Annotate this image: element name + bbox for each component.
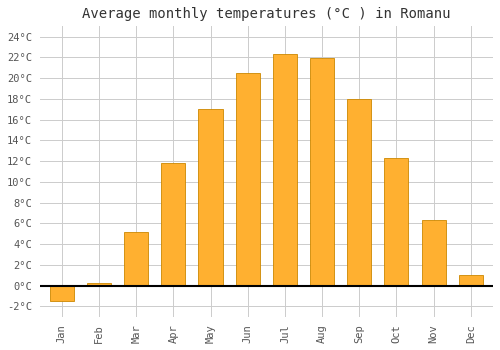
Bar — [87, 284, 111, 286]
Bar — [384, 158, 408, 286]
Bar — [162, 163, 186, 286]
Bar — [422, 220, 446, 286]
Bar — [198, 109, 222, 286]
Bar — [236, 73, 260, 286]
Bar — [458, 275, 483, 286]
Bar — [273, 54, 297, 286]
Bar — [50, 286, 74, 301]
Bar — [347, 99, 372, 286]
Bar — [124, 232, 148, 286]
Bar — [310, 58, 334, 286]
Title: Average monthly temperatures (°C ) in Romanu: Average monthly temperatures (°C ) in Ro… — [82, 7, 450, 21]
